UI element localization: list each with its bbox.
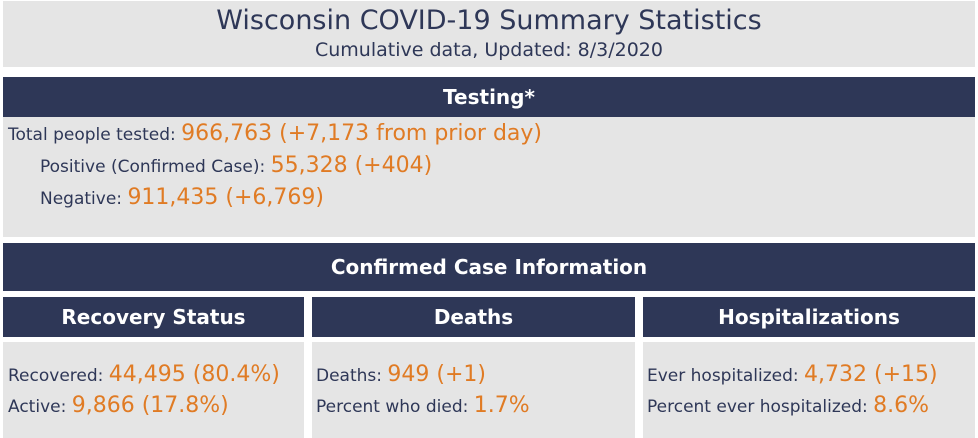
- deaths-value: 949 (+1): [387, 362, 486, 387]
- deaths-heading: Deaths: [312, 297, 635, 337]
- positive-label: Positive (Confirmed Case):: [40, 157, 271, 177]
- active-label: Active:: [8, 397, 72, 417]
- hospitalizations-heading: Hospitalizations: [643, 297, 975, 337]
- recovery-panel: Recovered: 44,495 (80.4%) Active: 9,866 …: [3, 342, 304, 438]
- active-value: 9,866 (17.8%): [71, 393, 229, 418]
- page-title: Wisconsin COVID-19 Summary Statistics: [216, 5, 762, 36]
- page-subtitle: Cumulative data, Updated: 8/3/2020: [314, 39, 663, 61]
- summary-header: Wisconsin COVID-19 Summary Statistics Cu…: [3, 1, 975, 67]
- testing-heading: Testing*: [3, 77, 975, 117]
- percent-hospitalized-value: 8.6%: [873, 393, 930, 418]
- ever-hospitalized: Ever hospitalized: 4,732 (+15): [647, 362, 938, 387]
- percent-hospitalized: Percent ever hospitalized: 8.6%: [647, 393, 929, 418]
- negative-value: 911,435 (+6,769): [127, 185, 324, 210]
- deaths-label: Deaths:: [316, 366, 388, 386]
- ever-hospitalized-value: 4,732 (+15): [804, 362, 938, 387]
- deaths-panel: Deaths: 949 (+1) Percent who died: 1.7%: [312, 342, 635, 438]
- total-tested: Total people tested: 966,763 (+7,173 fro…: [8, 121, 542, 146]
- percent-hospitalized-label: Percent ever hospitalized:: [647, 397, 874, 417]
- hospitalizations-panel: Ever hospitalized: 4,732 (+15) Percent e…: [643, 342, 975, 438]
- testing-panel: Total people tested: 966,763 (+7,173 fro…: [3, 117, 975, 237]
- percent-died-label: Percent who died:: [316, 397, 474, 417]
- total-tested-label: Total people tested:: [8, 125, 182, 145]
- recovery-heading: Recovery Status: [3, 297, 304, 337]
- total-tested-value: 966,763 (+7,173 from prior day): [181, 121, 542, 146]
- negative-label: Negative:: [40, 189, 128, 209]
- recovered: Recovered: 44,495 (80.4%): [8, 362, 280, 387]
- recovered-label: Recovered:: [8, 366, 109, 386]
- confirmed-heading: Confirmed Case Information: [3, 243, 975, 291]
- ever-hospitalized-label: Ever hospitalized:: [647, 366, 805, 386]
- active: Active: 9,866 (17.8%): [8, 393, 229, 418]
- percent-died: Percent who died: 1.7%: [316, 393, 530, 418]
- negative-tests: Negative: 911,435 (+6,769): [40, 185, 324, 210]
- percent-died-value: 1.7%: [473, 393, 530, 418]
- deaths: Deaths: 949 (+1): [316, 362, 486, 387]
- positive-tests: Positive (Confirmed Case): 55,328 (+404): [40, 153, 432, 178]
- positive-value: 55,328 (+404): [270, 153, 433, 178]
- recovered-value: 44,495 (80.4%): [108, 362, 280, 387]
